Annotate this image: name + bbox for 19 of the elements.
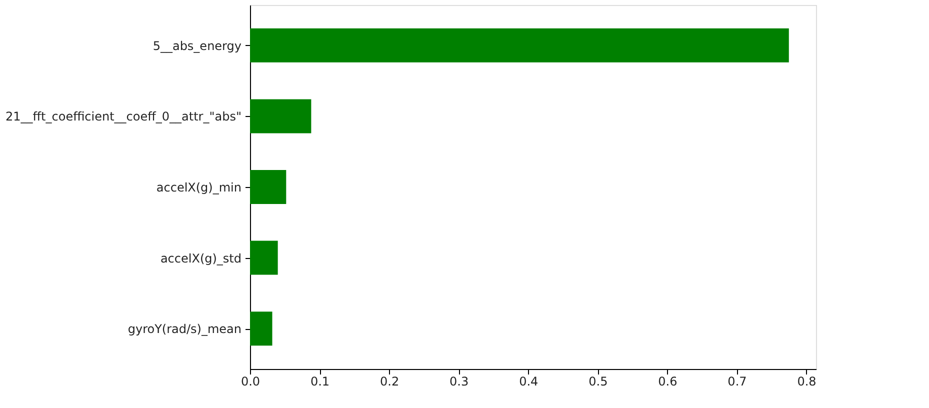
x-tick-label: 0.2 xyxy=(380,374,400,388)
y-tick-label: accelX(g)_min xyxy=(156,180,242,194)
x-tick-label: 0.3 xyxy=(450,374,469,388)
x-tick-label: 0.4 xyxy=(519,374,538,388)
x-tick-label: 0.1 xyxy=(310,374,330,388)
x-tick-label: 0.6 xyxy=(658,374,678,388)
bar xyxy=(250,240,278,275)
bar xyxy=(250,28,789,62)
bar xyxy=(250,99,312,134)
bar xyxy=(250,170,286,204)
y-tick-label: accelX(g)_std xyxy=(160,251,242,266)
bar xyxy=(250,312,272,346)
x-tick-label: 0.5 xyxy=(588,374,608,388)
x-tick-label: 0.7 xyxy=(728,374,747,388)
x-tick-label: 0.0 xyxy=(240,374,260,388)
y-tick-label: gyroY(rad/s)_mean xyxy=(128,322,242,336)
y-tick-label: 5__abs_energy xyxy=(152,38,242,53)
x-tick-label: 0.8 xyxy=(797,374,816,388)
y-tick-label: 21__fft_coefficient__coeff_0__attr_"abs" xyxy=(6,110,242,124)
